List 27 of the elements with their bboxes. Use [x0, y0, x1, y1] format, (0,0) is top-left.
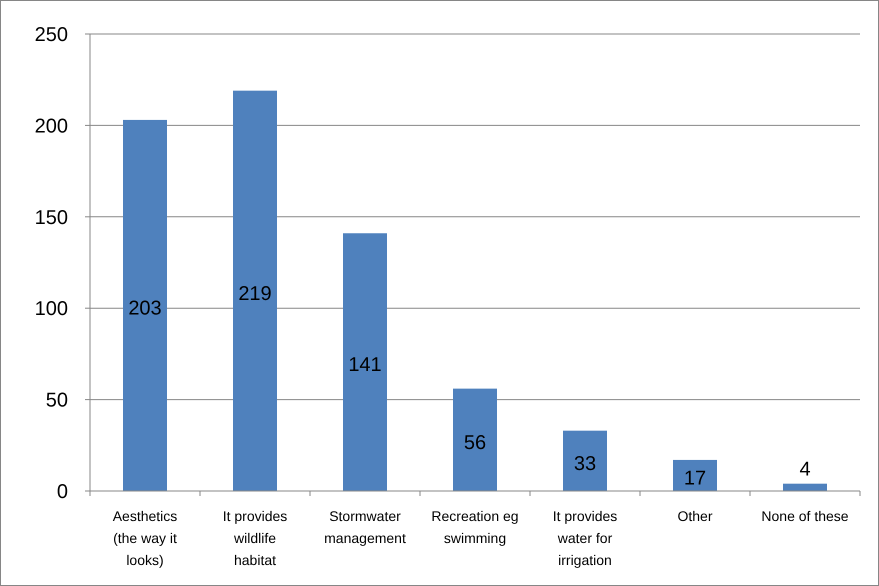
x-tick-label: None of these — [761, 508, 849, 524]
bar — [343, 233, 387, 491]
data-label: 203 — [128, 297, 162, 320]
bar — [453, 388, 497, 491]
y-tick-label: 100 — [34, 298, 68, 320]
x-tick-label: Recreation eg swimming — [431, 508, 519, 546]
bar — [563, 430, 607, 491]
x-tick-label: Aesthetics (the way it looks) — [112, 508, 178, 568]
data-label: 219 — [238, 282, 272, 305]
data-label: 4 — [799, 458, 811, 481]
y-tick-label: 250 — [34, 24, 68, 46]
bar — [783, 484, 827, 491]
bar — [233, 90, 277, 491]
x-tick-label: It provides water for irrigation — [552, 508, 618, 568]
data-label: 17 — [684, 467, 706, 490]
bar — [123, 120, 167, 491]
data-label: 141 — [348, 354, 382, 376]
y-tick-label: 50 — [46, 390, 68, 412]
y-tick-label: 150 — [34, 206, 68, 229]
y-tick-label: 0 — [56, 481, 68, 503]
data-label: 33 — [574, 452, 596, 475]
bar — [673, 460, 717, 491]
x-tick-label: Stormwater management — [324, 508, 406, 546]
data-label: 56 — [464, 432, 486, 454]
y-tick-label: 200 — [34, 115, 68, 138]
x-tick-label: Other — [677, 508, 713, 524]
x-tick-label: It provides wildlife habitat — [222, 508, 288, 568]
